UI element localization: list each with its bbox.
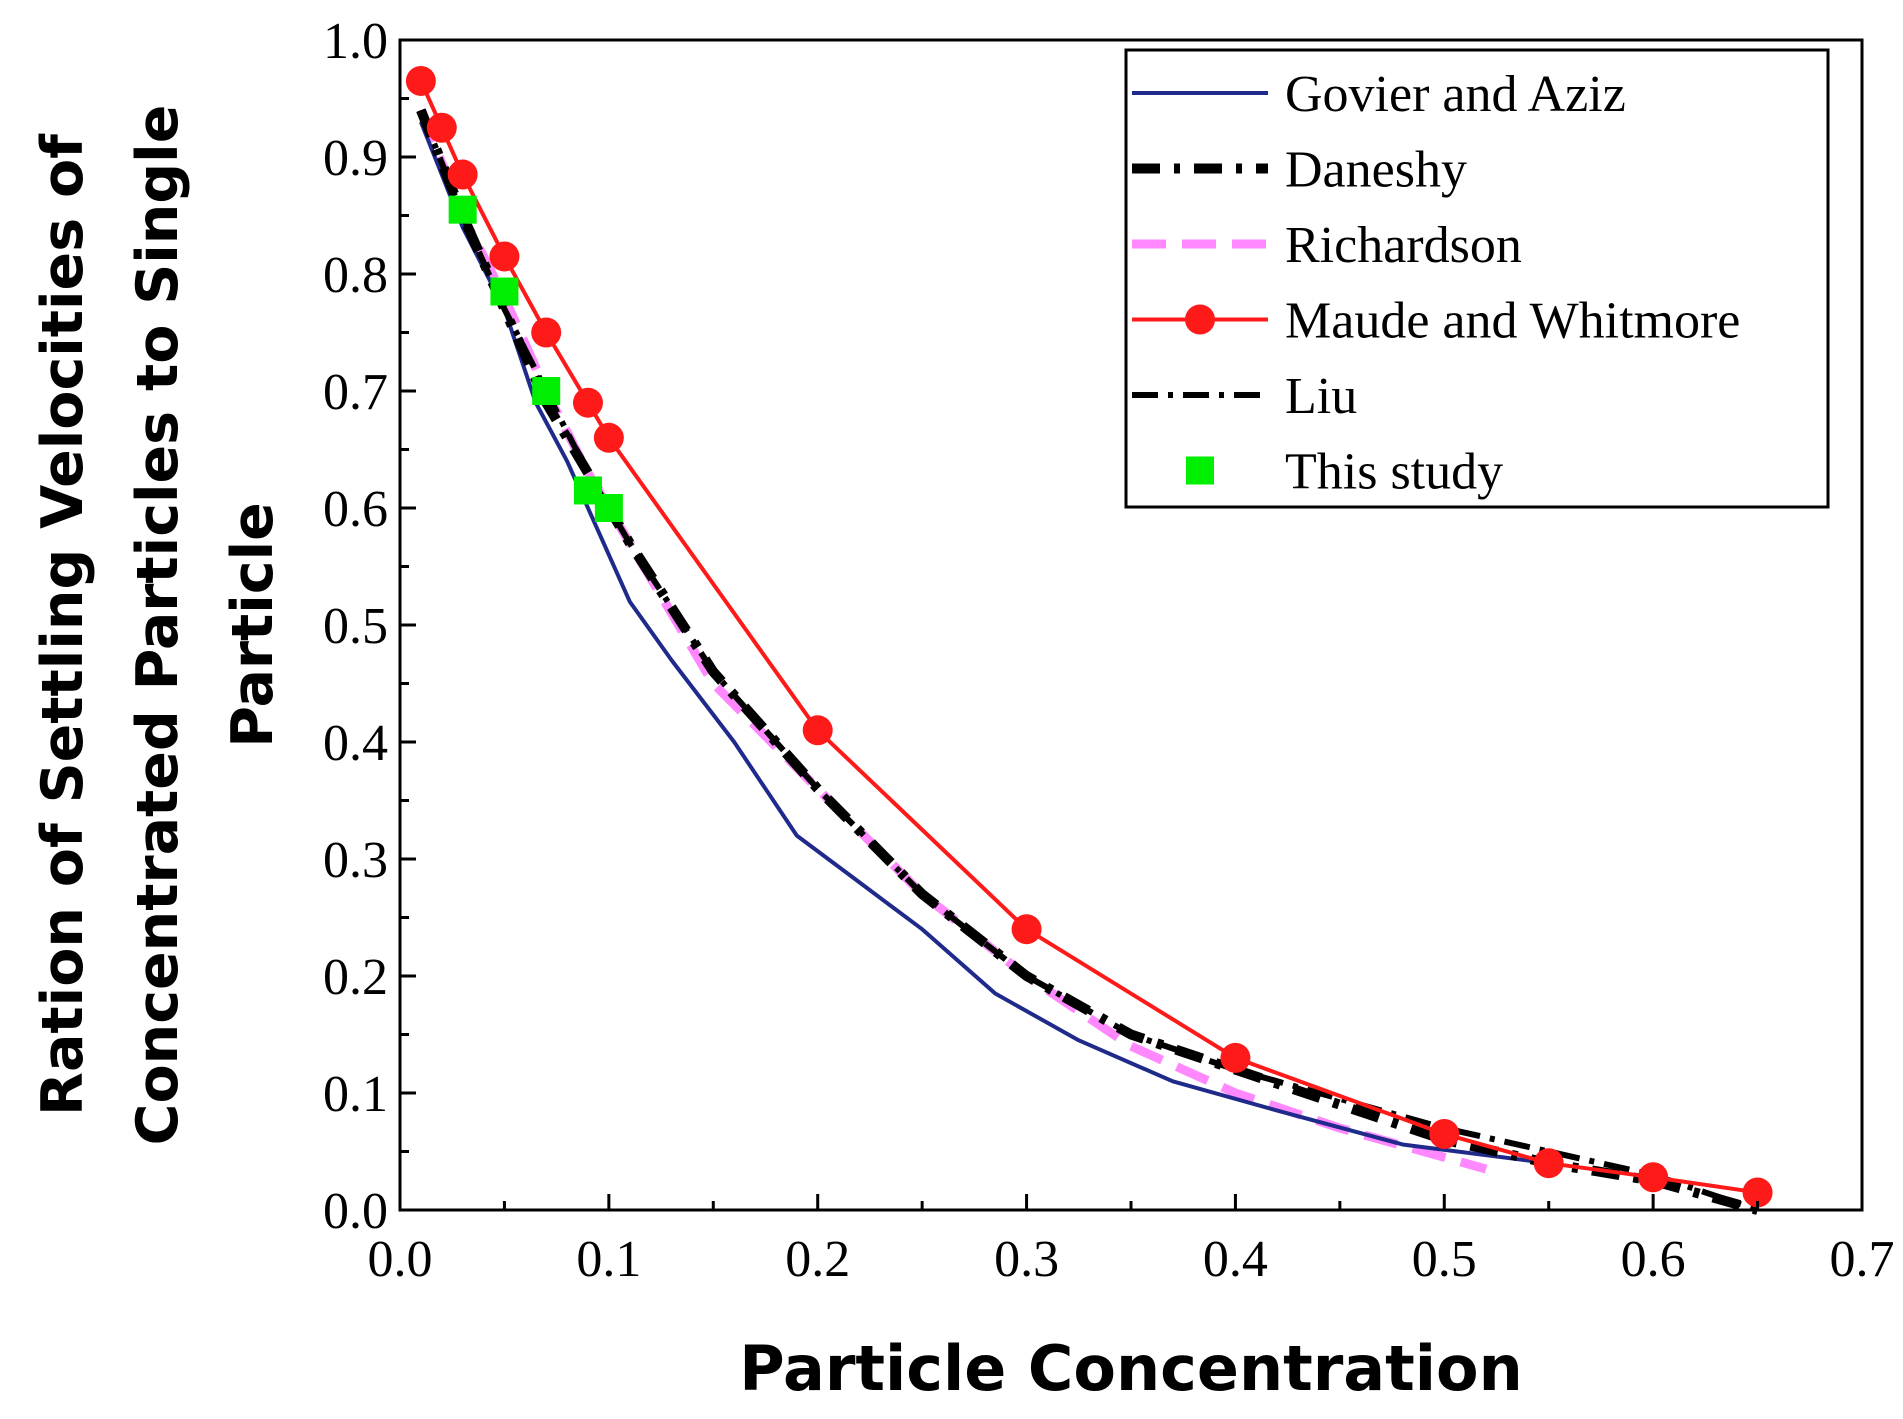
data-point-this-study bbox=[490, 277, 519, 306]
legend-swatch-marker bbox=[1185, 304, 1215, 335]
legend-label: Richardson bbox=[1285, 217, 1522, 274]
x-tick-label: 0.1 bbox=[576, 1231, 641, 1288]
x-tick-label: 0.0 bbox=[368, 1231, 433, 1288]
x-tick-label: 0.6 bbox=[1621, 1231, 1686, 1288]
x-tick-label: 0.2 bbox=[785, 1231, 850, 1288]
legend-label: Liu bbox=[1285, 368, 1357, 425]
y-tick-label: 0.8 bbox=[323, 247, 388, 304]
legend-label: Maude and Whitmore bbox=[1285, 293, 1740, 350]
series-maude-and-whitmore bbox=[405, 65, 1773, 1208]
data-point-maude-and-whitmore bbox=[1638, 1162, 1669, 1193]
y-tick-label: 1.0 bbox=[323, 13, 388, 70]
data-point-maude-and-whitmore bbox=[447, 159, 478, 190]
x-tick-label: 0.5 bbox=[1412, 1231, 1477, 1288]
data-point-maude-and-whitmore bbox=[802, 715, 833, 746]
y-tick-label: 0.0 bbox=[323, 1183, 388, 1240]
legend-item-liu: Liu bbox=[1132, 368, 1357, 425]
legend-label: This study bbox=[1285, 444, 1503, 501]
x-tick-label: 0.3 bbox=[994, 1231, 1059, 1288]
y-axis-title-line-3: Particle bbox=[220, 502, 286, 748]
data-point-maude-and-whitmore bbox=[572, 387, 603, 418]
y-tick-labels: 0.0 0.1 0.2 0.3 0.4 0.5 0.6 0.7 0.8 0.9 1.0 bbox=[323, 13, 388, 1240]
series-line-govier-and-aziz bbox=[419, 121, 1549, 1166]
data-point-this-study bbox=[448, 195, 477, 224]
data-point-maude-and-whitmore bbox=[593, 422, 624, 453]
legend-box bbox=[1124, 48, 1830, 509]
legend-label: Daneshy bbox=[1285, 142, 1467, 199]
y-tick-label: 0.4 bbox=[323, 715, 388, 772]
series-govier-and-aziz bbox=[419, 121, 1549, 1166]
y-tick-label: 0.1 bbox=[323, 1066, 388, 1123]
data-point-maude-and-whitmore bbox=[1742, 1177, 1773, 1208]
data-point-this-study bbox=[594, 494, 623, 522]
legend-item-maude-and-whitmore: Maude and Whitmore bbox=[1132, 293, 1740, 350]
x-tick-labels: 0.0 0.1 0.2 0.3 0.4 0.5 0.6 0.7 bbox=[368, 1231, 1895, 1288]
x-axis-title: Particle Concentration bbox=[739, 1332, 1523, 1405]
ticks-layer bbox=[398, 38, 1864, 1212]
legend-swatch-marker bbox=[1186, 456, 1214, 485]
data-point-maude-and-whitmore bbox=[426, 112, 457, 143]
legend-label: Govier and Aziz bbox=[1285, 66, 1626, 123]
legend-item-govier-and-aziz: Govier and Aziz bbox=[1132, 66, 1626, 123]
series-line-maude-and-whitmore bbox=[419, 80, 1758, 1195]
x-tick-label: 0.7 bbox=[1830, 1231, 1895, 1288]
data-point-maude-and-whitmore bbox=[1429, 1118, 1460, 1149]
data-point-this-study bbox=[532, 377, 561, 405]
series-this-study bbox=[448, 195, 623, 522]
legend-item-richardson: Richardson bbox=[1132, 217, 1522, 274]
legend: Govier and Aziz Daneshy Richardson Maude an… bbox=[1124, 48, 1830, 509]
y-axis-title-line-2: Concentrated Particles to Single bbox=[125, 105, 191, 1146]
y-tick-label: 0.2 bbox=[323, 949, 388, 1006]
y-axis-title: Ration of Settling Velocities of Concent… bbox=[30, 105, 286, 1146]
y-tick-label: 0.7 bbox=[323, 364, 388, 421]
series-daneshy bbox=[416, 108, 1759, 1215]
y-tick-label: 0.6 bbox=[323, 481, 388, 538]
data-point-maude-and-whitmore bbox=[531, 317, 562, 348]
y-tick-label: 0.3 bbox=[323, 832, 388, 889]
series-line-daneshy bbox=[416, 108, 1759, 1215]
x-tick-label: 0.4 bbox=[1203, 1231, 1268, 1288]
y-tick-label: 0.9 bbox=[323, 130, 388, 187]
data-point-maude-and-whitmore bbox=[1011, 914, 1042, 945]
y-axis-title-line-1: Ration of Settling Velocities of bbox=[30, 133, 96, 1116]
y-tick-label: 0.5 bbox=[323, 598, 388, 655]
legend-item-this-study: This study bbox=[1186, 444, 1503, 501]
series-layer bbox=[405, 65, 1773, 1215]
data-point-maude-and-whitmore bbox=[1220, 1042, 1251, 1073]
legend-item-daneshy: Daneshy bbox=[1132, 142, 1467, 199]
data-point-maude-and-whitmore bbox=[1533, 1148, 1564, 1179]
data-point-maude-and-whitmore bbox=[405, 65, 436, 96]
data-point-maude-and-whitmore bbox=[489, 241, 520, 272]
